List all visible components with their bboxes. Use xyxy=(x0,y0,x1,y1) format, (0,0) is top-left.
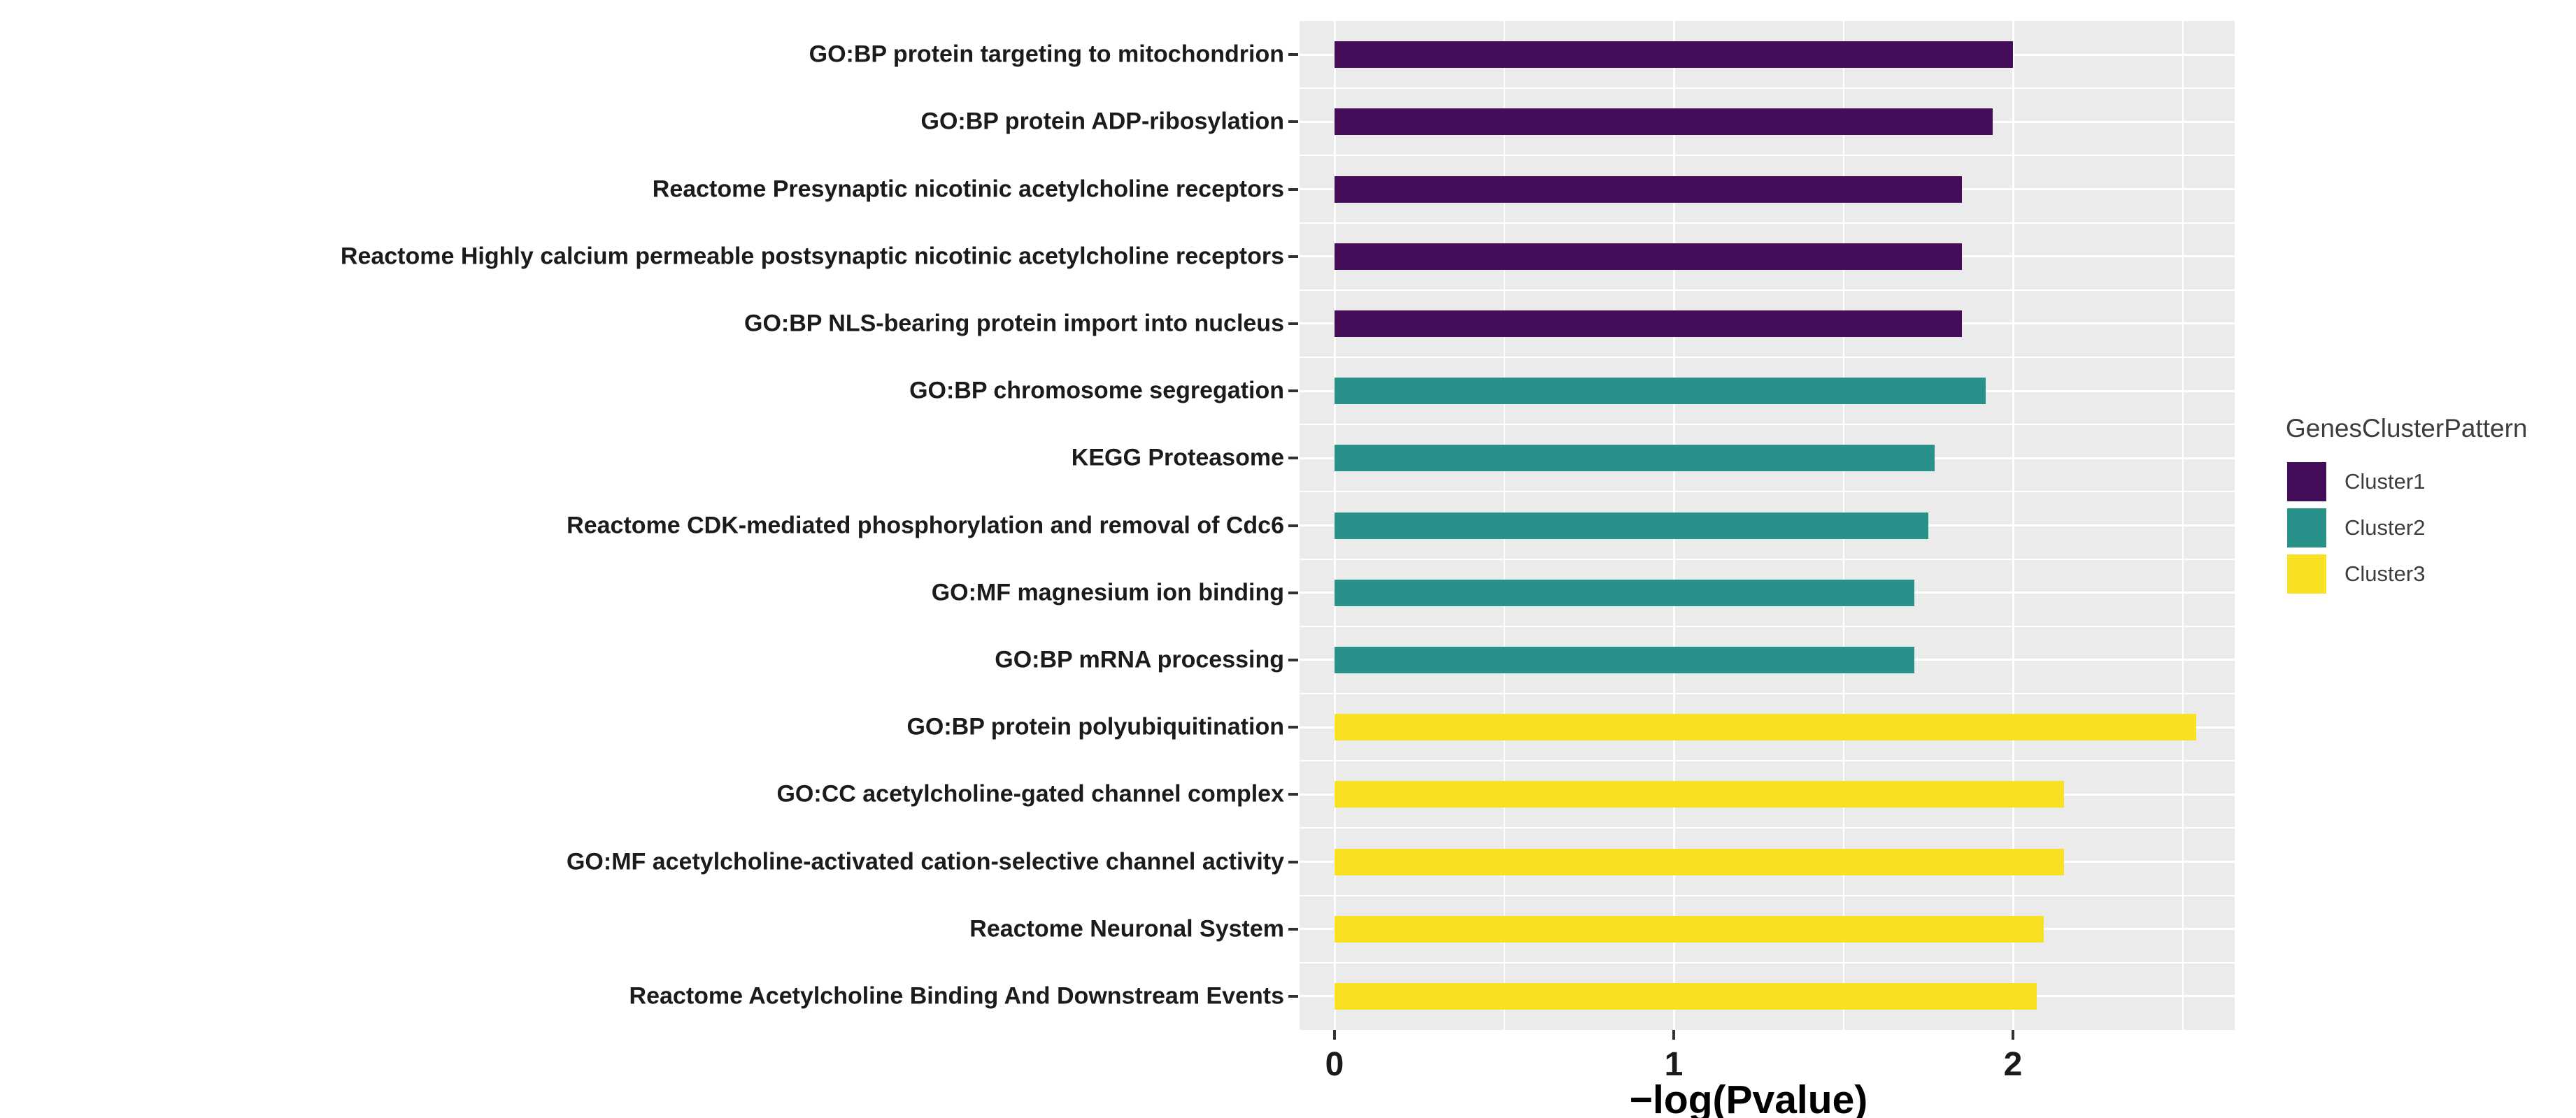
y-axis-label: GO:BP protein targeting to mitochondrion xyxy=(809,41,1284,68)
y-axis-label: GO:BP NLS-bearing protein import into nu… xyxy=(744,310,1284,337)
y-axis-labels: GO:BP protein targeting to mitochondrion… xyxy=(0,0,1284,1118)
legend-item-cluster2: Cluster2 xyxy=(2287,508,2497,547)
gridline-minor-horizontal xyxy=(1300,424,2235,426)
y-axis-tick xyxy=(1288,187,1298,191)
y-axis-tick xyxy=(1288,322,1298,325)
bar-6 xyxy=(1335,378,1986,405)
gridline-minor-horizontal xyxy=(1300,155,2235,157)
bar-8 xyxy=(1335,512,1928,539)
gridline-minor-horizontal xyxy=(1300,357,2235,358)
gridline-minor-horizontal xyxy=(1300,894,2235,896)
bar-13 xyxy=(1335,848,2064,875)
y-axis-label: GO:CC acetylcholine-gated channel comple… xyxy=(776,780,1284,808)
y-axis-tick xyxy=(1288,860,1298,863)
legend-label-cluster3: Cluster3 xyxy=(2344,561,2426,586)
legend-item-cluster3: Cluster3 xyxy=(2287,554,2497,594)
x-axis-tick xyxy=(1333,1030,1336,1040)
y-axis-label: GO:BP protein polyubiquitination xyxy=(906,713,1284,740)
gridline-minor-horizontal xyxy=(1300,558,2235,560)
bar-1 xyxy=(1335,41,2013,69)
bar-10 xyxy=(1335,646,1915,673)
plot-panel xyxy=(1300,21,2235,1030)
y-axis-tick xyxy=(1288,793,1298,796)
y-axis-label: Reactome Neuronal System xyxy=(969,915,1284,943)
bar-7 xyxy=(1335,445,1935,472)
y-axis-label: GO:BP mRNA processing xyxy=(995,646,1284,673)
y-axis-tick xyxy=(1288,120,1298,124)
bar-9 xyxy=(1335,579,1915,606)
x-axis-tick-label: 2 xyxy=(2003,1046,2023,1083)
y-axis-label: KEGG Proteasome xyxy=(1071,444,1284,471)
legend-swatch-cluster3 xyxy=(2287,554,2326,594)
gridline-minor-horizontal xyxy=(1300,961,2235,963)
y-axis-tick xyxy=(1288,658,1298,661)
x-axis-title: −log(Pvalue) xyxy=(1629,1077,1868,1118)
legend-title: GenesClusterPattern xyxy=(2286,414,2528,443)
y-axis-tick xyxy=(1288,927,1298,931)
bar-5 xyxy=(1335,310,1963,337)
y-axis-label: Reactome CDK-mediated phosphorylation an… xyxy=(567,512,1284,538)
legend-label-cluster2: Cluster2 xyxy=(2344,515,2426,540)
gridline-minor-horizontal xyxy=(1300,289,2235,291)
y-axis-label: GO:MF magnesium ion binding xyxy=(931,579,1284,606)
bar-3 xyxy=(1335,175,1963,203)
y-axis-label: GO:MF acetylcholine-activated cation-sel… xyxy=(566,848,1284,875)
y-axis-tick xyxy=(1288,591,1298,594)
bar-4 xyxy=(1335,243,1963,270)
gridline-minor-horizontal xyxy=(1300,222,2235,224)
x-axis-tick-label: 0 xyxy=(1325,1046,1344,1083)
y-axis-tick xyxy=(1288,726,1298,729)
legend-label-cluster1: Cluster1 xyxy=(2344,469,2426,494)
y-axis-label: GO:BP protein ADP-ribosylation xyxy=(920,108,1284,135)
gridline-minor-horizontal xyxy=(1300,693,2235,694)
x-axis-tick xyxy=(2012,1030,2014,1040)
bar-2 xyxy=(1335,108,1993,136)
gridline-minor-horizontal xyxy=(1300,491,2235,493)
y-axis-label: Reactome Presynaptic nicotinic acetylcho… xyxy=(652,175,1284,202)
gridline-minor-horizontal xyxy=(1300,87,2235,89)
y-axis-label: Reactome Acetylcholine Binding And Downs… xyxy=(629,982,1284,1010)
bar-11 xyxy=(1335,714,2196,741)
legend-item-cluster1: Cluster1 xyxy=(2287,462,2497,501)
legend-swatch-cluster1 xyxy=(2287,462,2326,501)
x-axis-tick-label: 1 xyxy=(1664,1046,1684,1083)
y-axis-label: GO:BP chromosome segregation xyxy=(909,377,1284,404)
y-axis-tick xyxy=(1288,457,1298,460)
legend-swatch-cluster2 xyxy=(2287,508,2326,547)
y-axis-label: Reactome Highly calcium permeable postsy… xyxy=(340,243,1284,270)
gridline-minor-horizontal xyxy=(1300,625,2235,627)
bar-14 xyxy=(1335,915,2044,943)
y-axis-tick xyxy=(1288,389,1298,393)
y-axis-tick xyxy=(1288,994,1298,998)
y-axis-tick xyxy=(1288,255,1298,258)
x-axis-tick xyxy=(1672,1030,1675,1040)
y-axis-tick xyxy=(1288,524,1298,527)
bar-15 xyxy=(1335,982,2037,1010)
gridline-minor-horizontal xyxy=(1300,827,2235,829)
bar-12 xyxy=(1335,781,2064,808)
gridline-minor-horizontal xyxy=(1300,760,2235,762)
y-axis-tick xyxy=(1288,53,1298,57)
